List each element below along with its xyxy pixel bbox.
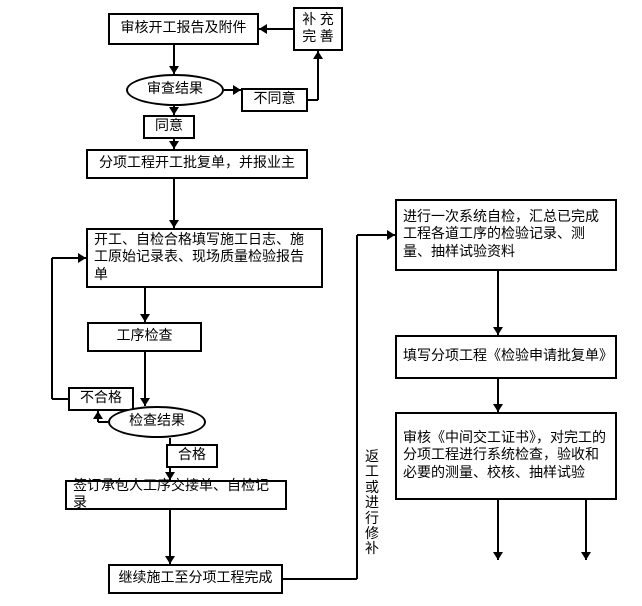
edge-segment	[283, 578, 357, 580]
node-sign: 签订承包人工序交接单、自检记录	[65, 480, 287, 510]
arrowhead-down	[169, 107, 179, 115]
node-check: 工序检查	[87, 322, 202, 352]
node-log: 开工、自检合格填写施工日志、施工原始记录表、现场质量检验报告单	[86, 228, 323, 288]
arrowhead-down	[165, 556, 175, 564]
arrowhead-down	[581, 552, 591, 560]
node-result1: 审查结果	[126, 74, 224, 106]
node-unqual: 不合格	[68, 387, 134, 411]
arrowhead-down	[169, 141, 179, 149]
arrowhead-left	[259, 24, 267, 34]
label-rework: 返工或进行修补	[364, 450, 380, 558]
flowchart-canvas: 审核开工报告及附件 补 充 完 善 审查结果 同意 不同意 分项工程开工批复单，…	[0, 0, 642, 606]
arrowhead-right	[78, 253, 86, 263]
edge-segment	[98, 421, 108, 423]
node-fill: 填写分项工程《检验申请批复单》	[395, 335, 617, 379]
arrowhead-up	[313, 51, 323, 59]
arrowhead-down	[140, 398, 150, 406]
node-verify: 审核《中间交工证书》，对完工的分项工程进行系统检查，验收和必要的测量、校核、抽样…	[395, 412, 617, 500]
node-continue: 继续施工至分项工程完成	[108, 564, 283, 594]
arrowhead-down	[493, 552, 503, 560]
node-disagree: 不同意	[241, 88, 308, 112]
arrowhead-down	[169, 66, 179, 74]
node-agree: 同意	[143, 115, 195, 139]
arrowhead-right	[387, 230, 395, 240]
node-review: 审核开工报告及附件	[108, 13, 259, 45]
edge-segment	[169, 438, 171, 444]
arrowhead-up	[93, 411, 103, 419]
arrowhead-down	[165, 472, 175, 480]
node-qual: 合格	[166, 444, 218, 468]
node-approve: 分项工程开工批复单，并报业主	[86, 149, 308, 179]
arrowhead-down	[169, 220, 179, 228]
arrowhead-down	[493, 404, 503, 412]
node-syscheck: 进行一次系统自检，汇总已完成工程各道工序的检验记录、测量、抽样试验资料	[395, 199, 617, 271]
node-result2: 检查结果	[108, 406, 206, 438]
edge-segment	[585, 500, 587, 560]
node-supplement: 补 充 完 善	[293, 7, 343, 51]
edge-segment	[52, 398, 68, 400]
edge-segment	[356, 235, 358, 579]
arrowhead-down	[140, 314, 150, 322]
arrowhead-down	[493, 327, 503, 335]
arrowhead-right	[233, 85, 241, 95]
edge-segment	[497, 271, 499, 335]
edge-segment	[51, 258, 53, 399]
edge-segment	[497, 500, 499, 560]
